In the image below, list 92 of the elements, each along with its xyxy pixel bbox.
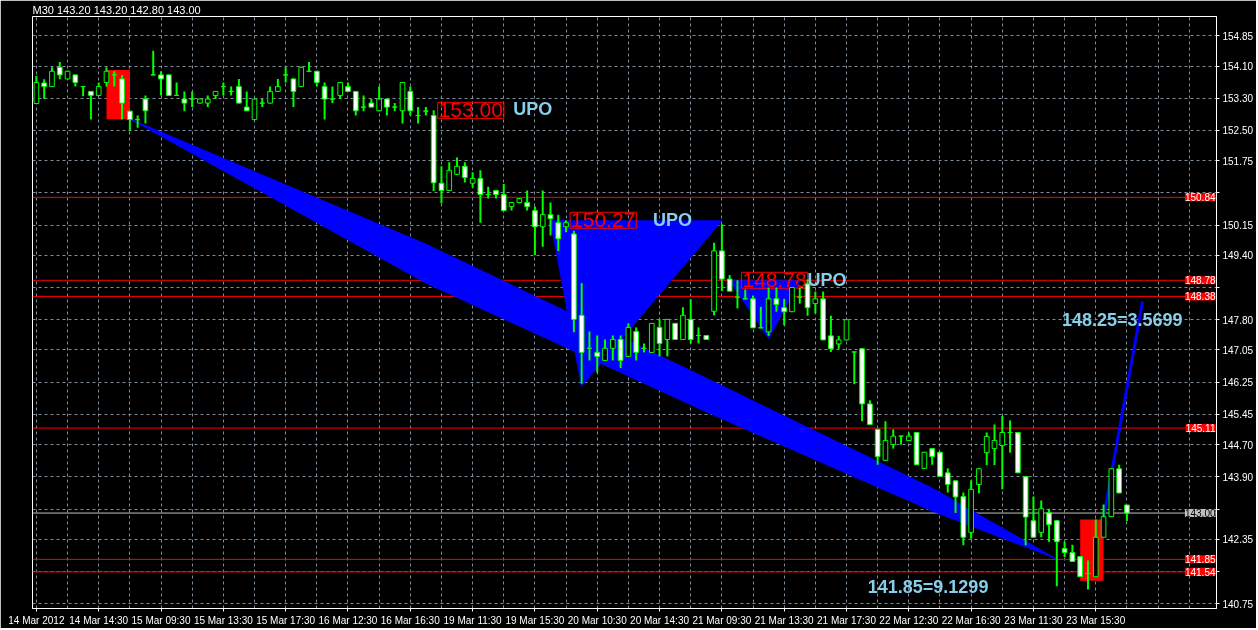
x-tick-label: 21 Mar 17:30 (817, 614, 877, 626)
annotation: 141.85=9.1299 (867, 577, 989, 598)
y-tick-label: 144.70 (1222, 439, 1254, 451)
x-tick-label: 19 Mar 15:30 (505, 614, 565, 626)
y-tick-label: 147.80 (1222, 314, 1254, 326)
candlestick (602, 338, 608, 362)
candlestick (127, 109, 133, 132)
candlestick (594, 334, 601, 374)
candlestick (282, 66, 289, 84)
x-tick-label: 20 Mar 14:30 (630, 614, 690, 626)
candlestick (991, 423, 998, 467)
candlestick (524, 189, 530, 212)
x-tick-label: 14 Mar 2012 (8, 614, 65, 626)
candlestick (944, 467, 951, 494)
x-tick-label: 20 Mar 10:30 (567, 614, 628, 626)
candlestick (781, 297, 788, 327)
candlestick (500, 183, 507, 213)
candlestick (461, 161, 468, 184)
x-tick-label: 15 Mar 13:30 (193, 614, 254, 626)
candlestick (360, 94, 367, 113)
y-tick-label: 143.90 (1222, 471, 1254, 483)
candlestick (49, 66, 55, 88)
x-tick-label: 21 Mar 13:30 (754, 614, 815, 626)
candlestick (407, 85, 414, 117)
candlestick (150, 49, 157, 77)
candlestick (633, 326, 640, 362)
chart-title: M30 143.20 143.20 142.80 143.00 (32, 3, 201, 16)
candlestick (352, 90, 359, 117)
candlestick (189, 90, 196, 109)
x-tick-label: 16 Mar 16:30 (380, 614, 441, 626)
x-tick-label: 15 Mar 09:30 (131, 614, 191, 626)
x-tick-label: 21 Mar 09:30 (692, 614, 752, 626)
candlestick (321, 81, 328, 121)
x-tick-label: 23 Mar 11:30 (1004, 614, 1063, 626)
candlestick (236, 77, 242, 105)
ref-line-label: 148.78 (1184, 275, 1216, 287)
candlestick (376, 85, 382, 113)
y-tick-label: 146.25 (1222, 377, 1254, 389)
y-tick-label: 149.40 (1222, 250, 1254, 262)
candlestick (446, 161, 453, 192)
y-tick-label: 154.10 (1222, 61, 1254, 73)
candlestick (999, 415, 1006, 491)
candlestick (843, 318, 850, 342)
candlestick (1030, 495, 1037, 539)
y-tick-label: 151.75 (1222, 155, 1254, 167)
y-tick-label: 145.45 (1222, 409, 1254, 421)
x-tick-label: 22 Mar 16:30 (941, 614, 1002, 626)
y-tick-label: 153.30 (1222, 93, 1254, 105)
ref-line-label: 150.84 (1184, 192, 1216, 204)
candlestick (165, 73, 172, 97)
candlestick (976, 466, 982, 495)
candlestick (88, 90, 94, 121)
annotation: UPO (513, 98, 553, 119)
candlestick (181, 90, 188, 113)
ref-line-label: 141.54 (1184, 566, 1216, 578)
candlestick (158, 70, 164, 97)
y-tick-label: 147.05 (1222, 344, 1254, 356)
candlestick (438, 165, 445, 205)
y-tick-label: 150.15 (1222, 220, 1254, 232)
candlestick (539, 189, 546, 248)
x-tick-label: 23 Mar 15:30 (1066, 614, 1126, 626)
candlestick (1038, 499, 1045, 539)
ref-line-label: 145.11 (1185, 423, 1216, 435)
y-tick-label: 152.50 (1222, 125, 1254, 137)
y-tick-label: 142.35 (1222, 534, 1254, 546)
candlestick (890, 428, 897, 450)
candlestick (111, 70, 118, 88)
candlestick (687, 298, 694, 345)
x-tick-label: 15 Mar 17:30 (256, 614, 316, 626)
y-tick-label: 140.75 (1222, 598, 1254, 610)
candlestick (41, 78, 48, 101)
candlestick (828, 314, 834, 353)
ref-line-label: 148.38 (1184, 291, 1216, 303)
candlestick (609, 334, 616, 362)
candlestick (555, 213, 562, 252)
candlestick (1046, 507, 1052, 543)
candlestick (532, 205, 538, 256)
candlestick (983, 431, 990, 467)
ref-line-label: 141.85 (1184, 554, 1216, 566)
candlestick (1053, 519, 1060, 588)
x-tick-label: 16 Mar 12:30 (318, 614, 378, 626)
candlestick (142, 94, 149, 125)
x-tick-label: 22 Mar 12:30 (879, 614, 939, 626)
text: 153.00 (438, 98, 503, 122)
x-tick-label: 14 Mar 14:30 (69, 614, 129, 626)
candlestick (867, 399, 873, 426)
candlestick (851, 350, 858, 386)
candlestick (290, 77, 297, 109)
candlestick (1100, 503, 1107, 539)
y-tick-label: 154.85 (1222, 30, 1254, 42)
ref-line-label: 143.00 (1184, 508, 1216, 520)
x-tick-label: 19 Mar 11:30 (443, 614, 503, 626)
